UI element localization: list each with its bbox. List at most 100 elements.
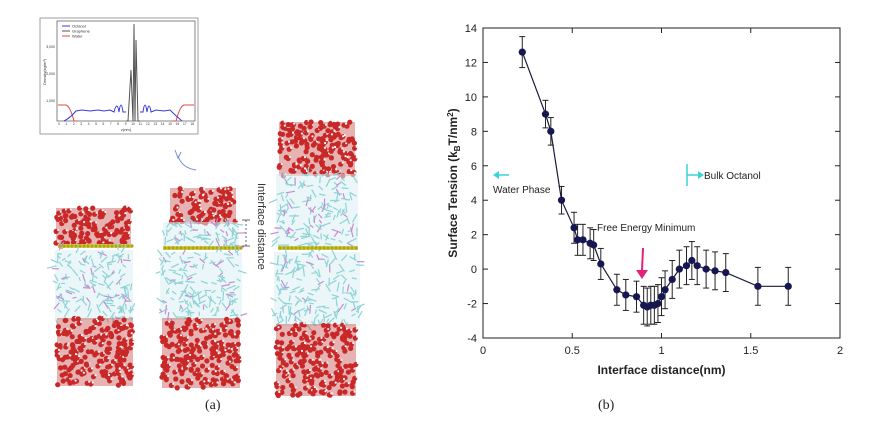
- water-hydrogen: [132, 364, 134, 366]
- water-oxygen: [311, 346, 316, 351]
- water-oxygen: [337, 389, 342, 394]
- water-hydrogen: [350, 169, 352, 171]
- water-hydrogen: [166, 336, 168, 338]
- water-hydrogen: [220, 330, 222, 332]
- water-hydrogen: [306, 374, 308, 376]
- water-oxygen: [302, 358, 307, 363]
- water-hydrogen: [66, 229, 68, 231]
- water-hydrogen: [201, 372, 203, 374]
- octanol-molecule: [205, 229, 206, 234]
- water-hydrogen: [277, 345, 279, 347]
- water-oxygen: [188, 210, 193, 215]
- water-oxygen: [310, 164, 315, 169]
- bulk-octanol-label: Bulk Octanol: [704, 171, 761, 182]
- octanol-molecule: [309, 218, 310, 224]
- water-hydrogen: [227, 378, 229, 380]
- water-oxygen: [318, 145, 323, 150]
- water-hydrogen: [354, 172, 356, 174]
- water-oxygen: [275, 351, 280, 356]
- water-hydrogen: [198, 343, 200, 345]
- water-oxygen: [280, 385, 285, 390]
- water-hydrogen: [130, 219, 132, 221]
- carbon-atom: [322, 246, 325, 249]
- carbon-atom: [326, 246, 329, 249]
- water-hydrogen: [290, 331, 292, 333]
- water-hydrogen: [186, 342, 188, 344]
- carbon-atom: [86, 244, 89, 247]
- water-oxygen: [83, 206, 88, 211]
- water-hydrogen: [295, 169, 297, 171]
- water-hydrogen: [172, 383, 174, 385]
- caption-b: (b): [598, 398, 614, 414]
- octanol-molecule: [274, 228, 281, 229]
- data-point: [676, 266, 683, 273]
- water-hydrogen: [105, 333, 107, 335]
- water-oxygen: [116, 335, 121, 340]
- carbon-atom: [223, 246, 226, 249]
- water-hydrogen: [180, 217, 182, 219]
- inset-ytick-label: 3,000: [46, 45, 55, 49]
- water-hydrogen: [104, 211, 106, 213]
- water-hydrogen: [195, 362, 197, 364]
- water-hydrogen: [343, 378, 345, 380]
- water-hydrogen: [331, 133, 333, 135]
- water-hydrogen: [342, 162, 344, 164]
- water-hydrogen: [324, 147, 326, 149]
- water-oxygen: [314, 372, 319, 377]
- water-oxygen: [329, 155, 334, 160]
- water-hydrogen: [238, 352, 240, 354]
- octanol-molecule: [165, 237, 166, 246]
- y-tick-label: 10: [465, 92, 477, 104]
- data-point: [547, 128, 554, 135]
- water-phase-arrow: [493, 171, 509, 179]
- water-hydrogen: [229, 361, 231, 363]
- water-hydrogen: [203, 189, 205, 191]
- graphene-sheet: [278, 246, 358, 250]
- data-point: [754, 283, 761, 290]
- water-hydrogen: [192, 196, 194, 198]
- water-oxygen: [76, 316, 81, 321]
- water-oxygen: [57, 343, 62, 348]
- inset-xtick-label: 0: [58, 122, 60, 126]
- water-hydrogen: [204, 211, 206, 213]
- octanol-molecule: [235, 243, 236, 252]
- octanol-molecule: [352, 302, 359, 303]
- water-hydrogen: [194, 191, 196, 193]
- water-hydrogen: [105, 227, 107, 229]
- carbon-atom: [203, 246, 206, 249]
- water-hydrogen: [325, 124, 327, 126]
- water-hydrogen: [205, 328, 207, 330]
- box3-lower-octanol: [270, 249, 365, 331]
- water-hydrogen: [111, 378, 113, 380]
- water-oxygen: [71, 346, 76, 351]
- inset-xtick-label: 18: [190, 122, 194, 126]
- water-hydrogen: [281, 163, 283, 165]
- water-hydrogen: [231, 192, 233, 194]
- y-tick-label: -2: [467, 299, 477, 311]
- box1-bottom-water: [54, 316, 135, 388]
- water-oxygen: [164, 377, 169, 382]
- water-hydrogen: [335, 168, 337, 170]
- water-oxygen: [91, 227, 96, 232]
- water-hydrogen: [94, 325, 96, 327]
- water-hydrogen: [107, 357, 109, 359]
- water-hydrogen: [324, 380, 326, 382]
- water-hydrogen: [57, 229, 59, 231]
- water-hydrogen: [238, 374, 240, 376]
- water-hydrogen: [216, 349, 218, 351]
- water-hydrogen: [303, 137, 305, 139]
- water-oxygen: [276, 393, 281, 398]
- octanol-molecule: [180, 306, 181, 311]
- water-hydrogen: [350, 159, 352, 161]
- water-hydrogen: [97, 320, 99, 322]
- water-oxygen: [70, 363, 75, 368]
- water-oxygen: [173, 376, 178, 381]
- water-hydrogen: [231, 202, 233, 204]
- water-hydrogen: [57, 240, 59, 242]
- water-oxygen: [105, 326, 110, 331]
- water-oxygen: [224, 373, 229, 378]
- water-hydrogen: [284, 125, 286, 127]
- water-hydrogen: [236, 219, 238, 221]
- water-hydrogen: [295, 386, 297, 388]
